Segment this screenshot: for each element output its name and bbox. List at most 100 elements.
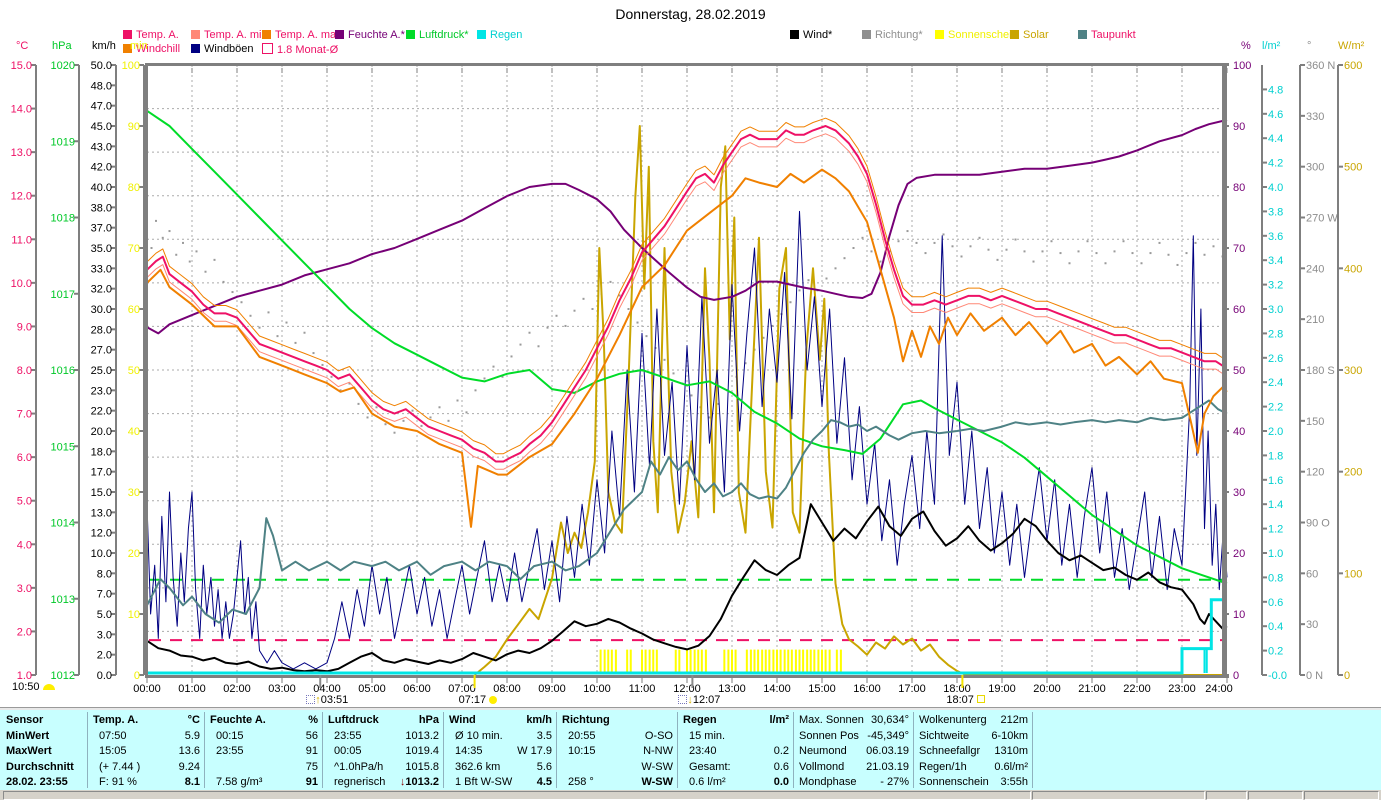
- table-cell: 0.6 l/m²: [689, 776, 726, 788]
- table-info-label: Regen/1h: [919, 760, 967, 773]
- series-richtung: [1131, 252, 1134, 255]
- series-temp_max: [146, 117, 1227, 455]
- legend-item-windb-en: Windböen: [191, 43, 254, 55]
- table-cell-value: W-SW: [641, 760, 673, 773]
- table-cell-value: N-NW: [643, 745, 673, 757]
- series-richtung: [161, 236, 164, 239]
- series-richtung: [1122, 240, 1125, 243]
- table-info-value: 3:55h: [1000, 776, 1028, 788]
- axis-tick-label-min: 60: [128, 304, 140, 316]
- series-richtung: [294, 341, 297, 344]
- axis-tick-label-hpa: 1014: [51, 518, 75, 530]
- status-bar-panel: [1206, 791, 1247, 800]
- x-axis-label: 08:00: [493, 683, 521, 695]
- axis-tick-label-min: 30: [128, 487, 140, 499]
- axis-tick-label-lm2: -0.0: [1268, 670, 1287, 682]
- legend-item-temp-a-min: Temp. A. min: [191, 29, 268, 41]
- series-richtung: [555, 314, 558, 317]
- series-richtung: [1086, 240, 1089, 243]
- table-info-label: Max. Sonnen: [799, 714, 864, 726]
- x-axis-label: 23:00: [1168, 683, 1196, 695]
- legend-swatch-icon: [191, 30, 200, 39]
- table-info-value: 6-10km: [991, 729, 1028, 742]
- axis-tick-label-kmh: 30.0: [91, 304, 112, 316]
- series-sonnenschein: [839, 649, 842, 674]
- series-richtung: [564, 324, 567, 327]
- axis-tick-label-wm2: 200: [1344, 467, 1362, 479]
- series-richtung: [870, 250, 873, 253]
- axis-tick-label-dir: 300: [1306, 162, 1324, 174]
- legend-label: Sonnenschein: [948, 29, 1018, 41]
- table-cell-value: 0.0: [773, 776, 789, 788]
- axis-tick-label-kmh: 12.0: [91, 528, 112, 540]
- series-richtung: [420, 424, 423, 427]
- axis-tick-label-hpa: 1015: [51, 441, 75, 453]
- axis-tick-label-lm2: 3.8: [1268, 206, 1283, 218]
- x-axis-label: 19:00: [988, 683, 1016, 695]
- legend-swatch-icon: [935, 30, 944, 39]
- series-richtung: [1140, 262, 1143, 265]
- moonset-marker: ↓12:07: [678, 694, 720, 706]
- table-cell-value: W-SW: [641, 776, 673, 788]
- axis-tick-label-lm2: 1.0: [1268, 548, 1283, 560]
- axis-tick-label-kmh: 32.0: [91, 284, 112, 296]
- series-richtung: [1077, 250, 1080, 253]
- axis-tick-label-dir: 180 S: [1306, 365, 1335, 377]
- series-richtung: [267, 311, 270, 314]
- axis-tick-label-lm2: 0.4: [1268, 621, 1283, 633]
- series-richtung: [1041, 250, 1044, 253]
- series-richtung: [447, 419, 450, 422]
- table-cell-value: 1013.2: [405, 729, 439, 742]
- plot-border-left: [145, 63, 148, 678]
- series-richtung: [375, 406, 378, 409]
- series-richtung: [573, 309, 576, 312]
- axis-tick-label-kmh: 50.0: [91, 60, 112, 72]
- arrow-up-icon: ↑: [315, 694, 321, 706]
- table-info-value: - 27%: [880, 776, 909, 788]
- table-cell: 20:55: [568, 729, 596, 742]
- series-richtung: [1023, 250, 1026, 253]
- series-richtung: [978, 236, 981, 239]
- table-cell: 14:35: [455, 745, 483, 757]
- table-cell: regnerisch: [334, 776, 386, 788]
- table-info-label: Sichtweite: [919, 729, 970, 742]
- legend-item-luftdruck-: Luftdruck*: [406, 29, 469, 41]
- series-regen_rate: [1205, 648, 1208, 673]
- series-sonnenschein: [686, 649, 688, 674]
- sunset-tick: [961, 675, 964, 688]
- series-richtung: [636, 321, 639, 324]
- series-richtung: [969, 245, 972, 248]
- series-richtung: [861, 236, 864, 239]
- series-richtung: [1095, 252, 1098, 255]
- axis-tick-label-pct: 80: [1233, 182, 1245, 194]
- table-col-unit: %: [308, 714, 318, 726]
- series-richtung: [906, 230, 909, 233]
- table-column-separator: [556, 712, 557, 788]
- series-richtung: [249, 314, 252, 317]
- axis-unit-wm2: W/m²: [1338, 40, 1365, 52]
- series-richtung: [1212, 245, 1215, 248]
- series-luftdruck: [146, 109, 1228, 585]
- axis-tick-label-wm2: 600: [1344, 60, 1362, 72]
- axis-tick-label-lm2: 2.6: [1268, 353, 1283, 365]
- legend-item-solar: Solar: [1010, 29, 1049, 41]
- axis-tick-label-min: 20: [128, 548, 140, 560]
- table-column-separator: [204, 712, 205, 788]
- pressure-falling-icon: ↓: [399, 776, 406, 788]
- series-richtung: [537, 345, 540, 348]
- series-richtung: [807, 279, 810, 282]
- axis-tick-label-dir: 30: [1306, 619, 1318, 631]
- table-col-header: Temp. A.: [93, 714, 139, 726]
- series-richtung: [1149, 252, 1152, 255]
- series-sonnenschein: [783, 649, 786, 674]
- table-cell-value: 3.5: [536, 729, 552, 742]
- series-sonnenschein: [731, 649, 733, 674]
- table-info-value: 21.03.19: [866, 760, 909, 773]
- axis-tick-label-pct: 50: [1233, 365, 1245, 377]
- series-sonnenschein: [745, 649, 748, 674]
- axis-tick-label-lm2: 2.8: [1268, 328, 1283, 340]
- series-sonnenschein: [749, 649, 752, 674]
- x-axis-label: 17:00: [898, 683, 926, 695]
- series-sonnenschein: [817, 649, 820, 674]
- series-regen_rate: [1203, 648, 1206, 673]
